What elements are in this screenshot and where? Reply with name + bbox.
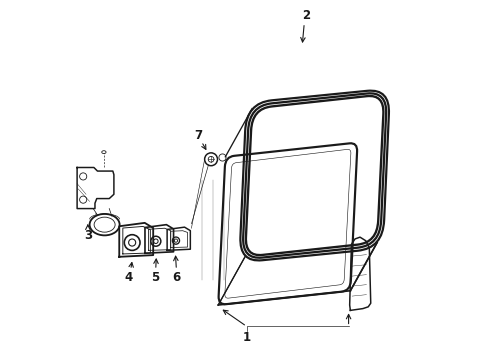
Text: 1: 1 <box>243 332 251 345</box>
Text: 3: 3 <box>84 229 92 242</box>
Text: 6: 6 <box>172 271 180 284</box>
Text: 4: 4 <box>125 271 133 284</box>
Text: 2: 2 <box>302 9 311 22</box>
Text: 7: 7 <box>195 129 203 142</box>
Text: 5: 5 <box>151 271 159 284</box>
